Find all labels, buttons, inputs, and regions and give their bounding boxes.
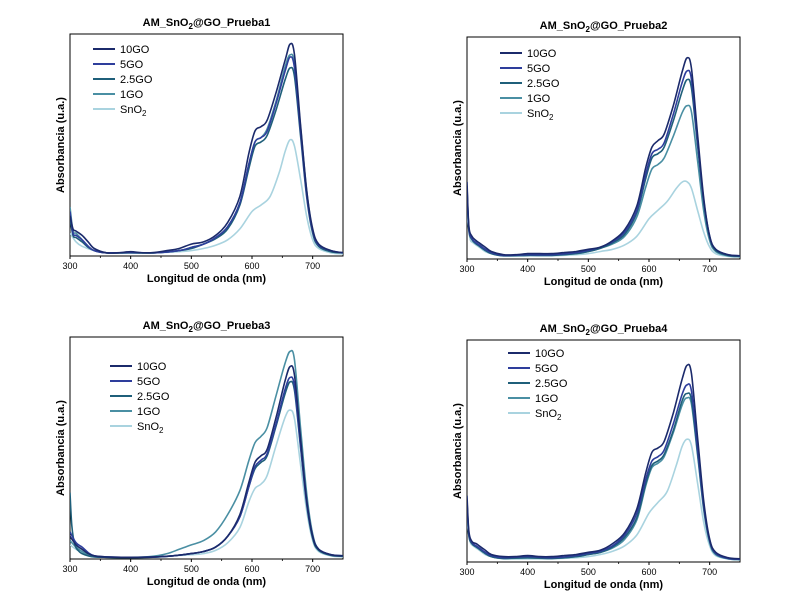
x-tick-label: 600 bbox=[641, 264, 656, 274]
series-line-2.5GO bbox=[70, 380, 343, 559]
legend-label-1GO: 1GO bbox=[527, 93, 551, 105]
series-line-5GO bbox=[70, 56, 343, 254]
chart-title: AM_SnO2@GO_Prueba3 bbox=[143, 320, 271, 334]
y-axis-label: Absorbancia (u.a.) bbox=[452, 100, 464, 196]
x-tick-label: 400 bbox=[123, 564, 138, 574]
x-tick-label: 700 bbox=[702, 567, 717, 577]
legend-label-1GO: 1GO bbox=[137, 406, 161, 418]
x-axis-label: Longitud de onda (nm) bbox=[147, 576, 266, 588]
x-tick-label: 500 bbox=[581, 264, 596, 274]
x-tick-label: 600 bbox=[641, 567, 656, 577]
x-axis-label: Longitud de onda (nm) bbox=[544, 579, 663, 591]
legend: 10GO 5GO 2.5GO 1GO SnO2 bbox=[110, 361, 170, 435]
x-tick-label: 700 bbox=[702, 264, 717, 274]
chart-panel-1: AM_SnO2@GO_Prueba1 300 400 500 600 700 Longitu… bbox=[55, 17, 344, 285]
legend: 10GO 5GO 2.5GO 1GO SnO2 bbox=[93, 44, 153, 118]
series-line-1GO bbox=[467, 104, 740, 258]
series-line-10GO bbox=[70, 365, 343, 559]
chart-title: AM_SnO2@GO_Prueba1 bbox=[143, 17, 271, 31]
x-axis-label: Longitud de onda (nm) bbox=[544, 276, 663, 288]
series-line-5GO bbox=[467, 383, 740, 561]
legend-label-5GO: 5GO bbox=[527, 63, 551, 75]
legend-label-2.5GO: 2.5GO bbox=[535, 378, 568, 390]
legend-label-5GO: 5GO bbox=[137, 376, 161, 388]
chart-title: AM_SnO2@GO_Prueba4 bbox=[540, 323, 669, 337]
x-tick-label: 500 bbox=[184, 261, 199, 271]
series-line-2.5GO bbox=[70, 66, 343, 254]
plot-frame bbox=[69, 336, 344, 560]
x-tick-label: 400 bbox=[520, 264, 535, 274]
legend: 10GO 5GO 2.5GO 1GO SnO2 bbox=[500, 48, 560, 122]
x-axis-label: Longitud de onda (nm) bbox=[147, 273, 266, 285]
legend-label-10GO: 10GO bbox=[120, 44, 150, 56]
y-axis-label: Absorbancia (u.a.) bbox=[452, 403, 464, 499]
y-axis-label: Absorbancia (u.a.) bbox=[55, 97, 67, 193]
series-line-1GO bbox=[467, 396, 740, 561]
x-tick-label: 300 bbox=[62, 261, 77, 271]
x-tick-label: 400 bbox=[123, 261, 138, 271]
x-tick-label: 600 bbox=[244, 261, 259, 271]
x-tick-label: 700 bbox=[305, 261, 320, 271]
legend-label-SnO2: SnO2 bbox=[120, 104, 147, 118]
legend-label-1GO: 1GO bbox=[535, 393, 559, 405]
plot-frame bbox=[69, 33, 344, 257]
legend-label-2.5GO: 2.5GO bbox=[527, 78, 560, 90]
chart-panel-3: AM_SnO2@GO_Prueba3 300 400 500 600 700 Longitu… bbox=[55, 320, 344, 588]
y-axis-label: Absorbancia (u.a.) bbox=[55, 400, 67, 496]
chart-panel-2: AM_SnO2@GO_Prueba2 300 400 500 600 700 Longitu… bbox=[452, 20, 741, 288]
series-line-SnO2 bbox=[70, 409, 343, 559]
legend-label-5GO: 5GO bbox=[120, 59, 144, 71]
legend-label-SnO2: SnO2 bbox=[527, 108, 554, 122]
series-line-10GO bbox=[70, 42, 343, 254]
x-tick-label: 500 bbox=[184, 564, 199, 574]
legend-label-SnO2: SnO2 bbox=[535, 408, 562, 422]
legend-label-SnO2: SnO2 bbox=[137, 421, 164, 435]
x-tick-label: 600 bbox=[244, 564, 259, 574]
x-tick-label: 300 bbox=[459, 567, 474, 577]
x-tick-label: 400 bbox=[520, 567, 535, 577]
legend: 10GO 5GO 2.5GO 1GO SnO2 bbox=[508, 348, 568, 422]
x-tick-label: 500 bbox=[581, 567, 596, 577]
legend-label-2.5GO: 2.5GO bbox=[137, 391, 170, 403]
legend-label-10GO: 10GO bbox=[527, 48, 557, 60]
series-line-10GO bbox=[467, 363, 740, 560]
series-line-10GO bbox=[467, 56, 740, 257]
legend-label-2.5GO: 2.5GO bbox=[120, 74, 153, 86]
chart-panel-4: AM_SnO2@GO_Prueba4 300 400 500 600 700 Longitu… bbox=[452, 323, 741, 591]
series-line-5GO bbox=[70, 376, 343, 559]
chart-title: AM_SnO2@GO_Prueba2 bbox=[540, 20, 668, 34]
x-tick-label: 700 bbox=[305, 564, 320, 574]
series-line-2.5GO bbox=[467, 392, 740, 561]
plot-frame bbox=[466, 36, 741, 260]
legend-label-1GO: 1GO bbox=[120, 89, 144, 101]
legend-label-10GO: 10GO bbox=[535, 348, 565, 360]
x-tick-label: 300 bbox=[459, 264, 474, 274]
legend-label-10GO: 10GO bbox=[137, 361, 167, 373]
legend-label-5GO: 5GO bbox=[535, 363, 559, 375]
plot-frame bbox=[466, 339, 741, 563]
x-tick-label: 300 bbox=[62, 564, 77, 574]
